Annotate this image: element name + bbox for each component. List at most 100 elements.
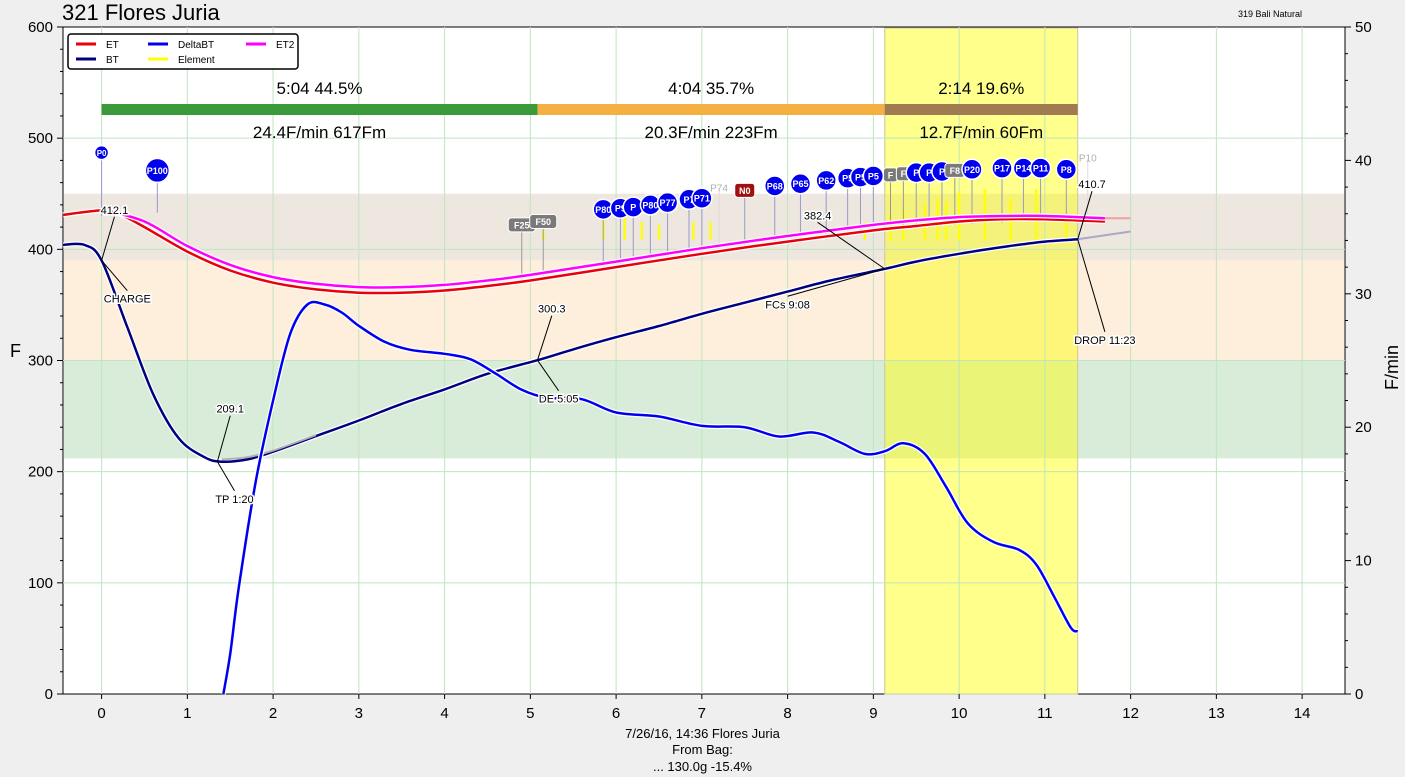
y2-tick-label-30: 30 bbox=[1355, 286, 1372, 303]
marker-label-27: P14 bbox=[1015, 164, 1031, 174]
annotation-leader-event-1 bbox=[216, 461, 235, 492]
chart-title: 321 Flores Juria bbox=[62, 0, 221, 25]
annotation-event-3: FCs 9:08 bbox=[765, 299, 810, 311]
series-ET2 bbox=[101, 208, 1105, 289]
marker-bubble-25 bbox=[961, 158, 983, 181]
legend-label-ET2: ET2 bbox=[276, 40, 295, 51]
x-tick-label-2: 2 bbox=[269, 705, 277, 722]
marker-label-21: P bbox=[913, 168, 919, 178]
marker-label-17: P5 bbox=[855, 173, 866, 183]
series-BT-after bbox=[1077, 230, 1131, 241]
y-tick-label-200: 200 bbox=[28, 464, 53, 481]
marker-bubble-8 bbox=[656, 191, 679, 214]
annotation-leader-value-4 bbox=[1077, 191, 1093, 240]
footer-bag-label: From Bag: bbox=[672, 742, 733, 757]
phase-time-maillard: 4:04 35.7% bbox=[668, 79, 754, 98]
annotation-event-0: CHARGE bbox=[104, 294, 151, 306]
marker-label-1: P100 bbox=[147, 166, 168, 176]
phase-ror-development: 12.7F/min 60Fm bbox=[919, 123, 1043, 142]
x-tick-label-4: 4 bbox=[440, 705, 448, 722]
phase-time-development: 2:14 19.6% bbox=[938, 79, 1024, 98]
x-tick-label-5: 5 bbox=[526, 705, 534, 722]
footer-weight-info: ... 130.0g -15.4% bbox=[652, 759, 752, 774]
annotation-leader-value-2 bbox=[536, 315, 553, 361]
y-tick-label-600: 600 bbox=[28, 19, 53, 36]
phase-ror-drying: 24.4F/min 617Fm bbox=[253, 123, 386, 142]
marker-label-7: P80 bbox=[642, 200, 658, 210]
marker-label-6: P bbox=[630, 203, 636, 213]
marker-label-16: P5 bbox=[842, 174, 853, 184]
marker-label-22: P bbox=[926, 168, 932, 178]
y2-tick-label-10: 10 bbox=[1355, 553, 1372, 570]
series-BT bbox=[62, 238, 1078, 464]
series-ET bbox=[62, 209, 1105, 295]
phase-bar-maillard bbox=[537, 104, 885, 115]
y2-tick-label-50: 50 bbox=[1355, 19, 1372, 36]
annotation-leader-value-3 bbox=[817, 221, 886, 270]
marker-bubble-15 bbox=[815, 169, 837, 192]
marker-label-14: P65 bbox=[792, 179, 808, 189]
annotation-leader-event-2 bbox=[537, 359, 560, 392]
y2-tick-label-40: 40 bbox=[1355, 152, 1372, 169]
y-tick-label-300: 300 bbox=[28, 353, 53, 370]
phase-time-drying: 5:04 44.5% bbox=[277, 79, 363, 98]
marker-bubble-26 bbox=[991, 157, 1013, 179]
marker-label-29: P8 bbox=[1061, 165, 1072, 175]
marker-label-12: N0 bbox=[739, 186, 751, 196]
marker-bubble-10 bbox=[691, 187, 713, 209]
marker-label-15: P62 bbox=[818, 176, 834, 186]
marker-label-30: P10 bbox=[1079, 154, 1097, 165]
legend-label-Element: Element bbox=[178, 55, 215, 66]
marker-bubble-28 bbox=[1029, 157, 1052, 179]
x-tick-label-1: 1 bbox=[183, 705, 191, 722]
marker-label-20: F bbox=[901, 169, 907, 179]
background-profile-title: 319 Bali Natural bbox=[1238, 9, 1302, 19]
phase-bar-development bbox=[884, 104, 1078, 115]
y-axis-label: F bbox=[10, 341, 21, 361]
marker-label-13: P68 bbox=[767, 181, 783, 191]
annotation-event-2: DE 5:05 bbox=[539, 394, 579, 406]
marker-bubble-0 bbox=[93, 144, 110, 161]
marker-label-9: P7 bbox=[683, 195, 694, 205]
x-tick-label-7: 7 bbox=[698, 705, 706, 722]
marker-label-18: P5 bbox=[868, 171, 879, 181]
y-tick-label-400: 400 bbox=[28, 241, 53, 258]
x-tick-label-0: 0 bbox=[97, 705, 105, 722]
x-tick-label-11: 11 bbox=[1037, 705, 1053, 722]
marker-label-5: P9 bbox=[615, 204, 626, 214]
marker-bubble-1 bbox=[144, 157, 171, 184]
annotation-value-1: 209.1 bbox=[216, 404, 244, 416]
marker-bubble-29 bbox=[1055, 158, 1078, 181]
x-tick-label-8: 8 bbox=[783, 705, 791, 722]
annotation-leader-event-0 bbox=[101, 260, 128, 292]
marker-label-2: F25 bbox=[514, 220, 530, 230]
y-tick-label-500: 500 bbox=[28, 130, 53, 147]
annotation-value-4: 410.7 bbox=[1078, 179, 1106, 191]
annotation-leader-event-4 bbox=[1077, 239, 1106, 332]
marker-flag-12 bbox=[734, 182, 756, 198]
marker-label-25: P20 bbox=[964, 165, 980, 175]
phase-ror-maillard: 20.3F/min 223Fm bbox=[645, 123, 778, 142]
y2-tick-label-20: 20 bbox=[1355, 419, 1372, 436]
marker-label-4: P80 bbox=[595, 205, 611, 215]
x-tick-label-3: 3 bbox=[355, 705, 363, 722]
marker-bubble-13 bbox=[763, 175, 786, 197]
annotation-value-2: 300.3 bbox=[538, 304, 566, 316]
marker-label-0: P0 bbox=[97, 149, 107, 158]
footer-roast-info: 7/26/16, 14:36 Flores Juria bbox=[625, 726, 780, 741]
y2-axis-label: F/min bbox=[1382, 345, 1402, 390]
marker-flag-3 bbox=[529, 214, 558, 230]
y2-tick-label-0: 0 bbox=[1355, 686, 1363, 703]
marker-label-10: P71 bbox=[694, 194, 710, 204]
annotation-leader-value-1 bbox=[216, 415, 231, 462]
series-DeltaBT bbox=[222, 300, 1079, 695]
y-tick-label-100: 100 bbox=[28, 575, 53, 592]
legend-box bbox=[67, 33, 299, 70]
y-tick-label-0: 0 bbox=[45, 686, 53, 703]
x-tick-label-9: 9 bbox=[869, 705, 877, 722]
marker-label-26: P17 bbox=[994, 164, 1010, 174]
marker-label-23: P bbox=[939, 167, 945, 177]
marker-label-24: F8 bbox=[950, 166, 961, 176]
marker-label-8: P77 bbox=[660, 198, 676, 208]
